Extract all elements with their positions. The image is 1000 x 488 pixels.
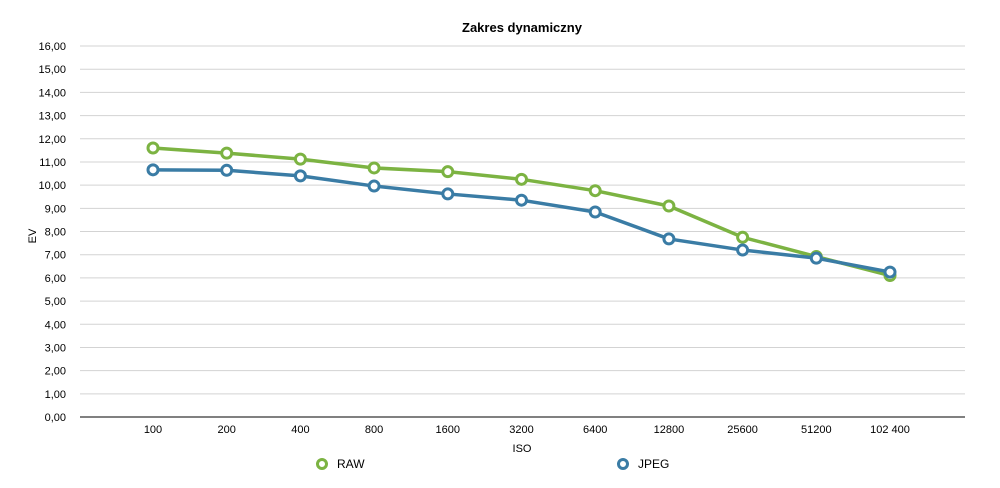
y-tick-label: 4,00: [45, 319, 66, 331]
legend: RAW JPEG: [316, 457, 669, 471]
legend-item-raw: RAW: [316, 457, 365, 471]
data-point: [220, 163, 234, 177]
data-point: [146, 163, 160, 177]
chart-title: Zakres dynamiczny: [462, 20, 583, 35]
y-tick-label: 9,00: [45, 203, 66, 215]
x-tick-label: 200: [218, 424, 236, 436]
y-tick-label: 11,00: [39, 157, 66, 169]
x-tick-label: 102 400: [870, 424, 910, 436]
series-line: [152, 146, 891, 278]
data-point: [588, 205, 602, 219]
data-point: [220, 146, 234, 160]
data-point: [736, 230, 750, 244]
legend-marker: [316, 458, 328, 470]
series-lines: [146, 141, 897, 283]
y-axis-ticks: 0,00 1,00 2,00 3,00 4,00 5,00 6,00 7,00 8,00 9,00…: [38, 41, 66, 424]
x-tick-label: 12800: [654, 424, 685, 436]
y-tick-label: 5,00: [45, 296, 66, 308]
y-tick-label: 10,00: [38, 180, 66, 192]
x-tick-label: 400: [291, 424, 309, 436]
x-tick-label: 51200: [801, 424, 832, 436]
y-tick-label: 6,00: [45, 273, 66, 285]
data-point: [662, 232, 676, 246]
data-point: [367, 179, 381, 193]
x-tick-label: 100: [144, 424, 162, 436]
legend-label: RAW: [337, 457, 365, 471]
y-tick-label: 16,00: [38, 41, 66, 53]
data-point: [515, 193, 528, 207]
data-point: [293, 169, 307, 183]
legend-item-jpeg: JPEG: [617, 457, 669, 471]
data-point: [736, 243, 750, 257]
series-raw: [146, 141, 897, 283]
y-tick-label: 12,00: [38, 134, 66, 146]
data-point: [367, 161, 381, 175]
y-tick-label: 3,00: [45, 342, 66, 354]
x-axis-label: ISO: [513, 443, 532, 455]
data-point: [809, 251, 823, 265]
x-tick-label: 25600: [727, 424, 758, 436]
y-tick-label: 14,00: [38, 87, 66, 99]
data-point: [588, 184, 602, 198]
data-point: [883, 265, 897, 279]
y-tick-label: 15,00: [38, 64, 66, 76]
data-point: [146, 141, 160, 155]
x-tick-label: 3200: [509, 424, 533, 436]
legend-label: JPEG: [638, 457, 669, 471]
y-axis-label: EV: [27, 228, 39, 243]
x-axis-ticks: 100 200 400 800 1600 3200 6400 12800 25600 51200 1…: [144, 424, 910, 436]
y-tick-label: 8,00: [45, 227, 66, 239]
grid-lines: [80, 45, 965, 395]
y-tick-label: 1,00: [45, 389, 66, 401]
data-point: [441, 165, 455, 179]
data-point: [441, 187, 455, 201]
x-tick-label: 1600: [436, 424, 460, 436]
data-point: [515, 172, 528, 186]
y-tick-label: 7,00: [45, 250, 66, 262]
x-tick-label: 6400: [583, 424, 607, 436]
y-tick-label: 2,00: [45, 366, 66, 378]
legend-marker: [617, 458, 629, 470]
y-tick-label: 13,00: [38, 111, 66, 123]
data-point: [293, 152, 307, 166]
series-jpeg: [146, 163, 897, 279]
x-tick-label: 800: [365, 424, 383, 436]
y-tick-label: 0,00: [45, 412, 66, 424]
data-point: [662, 199, 676, 213]
